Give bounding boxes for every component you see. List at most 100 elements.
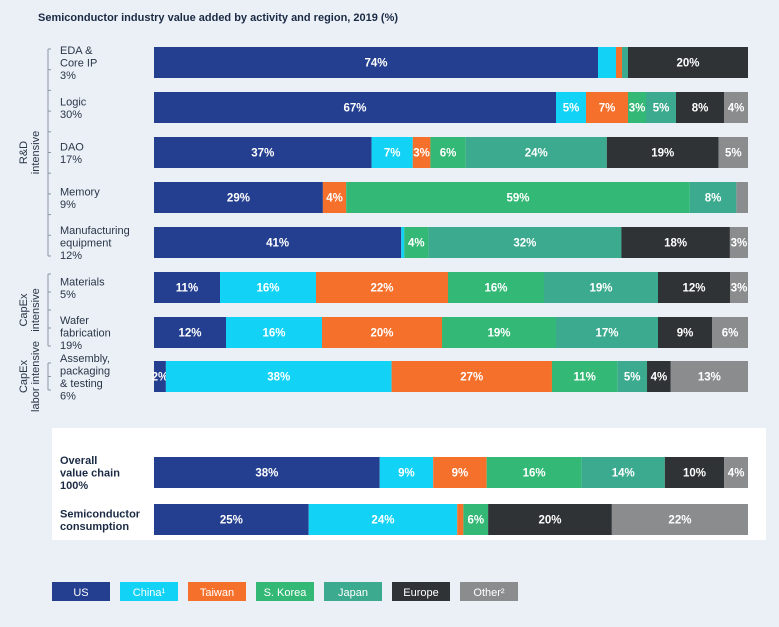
group-label-line: CapEx [18, 293, 30, 327]
bar-segment-us [154, 272, 220, 303]
data-label: 27% [460, 372, 483, 384]
data-label: 6% [440, 148, 457, 160]
bar-row: 41% 4% 32% 18% 3% [154, 227, 748, 258]
bar-segment-japan [622, 47, 628, 78]
data-label: 5% [624, 372, 641, 384]
bar-segment-other [724, 92, 748, 123]
bar-segment-taiwan [391, 361, 552, 392]
bar-segment-us [154, 182, 323, 213]
row-label-line: Overall [60, 455, 97, 467]
group-label-line: labor intensive [30, 341, 42, 412]
bar-segment-other [729, 227, 748, 258]
data-label: 3% [629, 103, 646, 115]
data-label: 5% [563, 103, 580, 115]
bar-segment-japan [617, 361, 648, 392]
row-label-line: 9% [60, 199, 76, 211]
data-label: 2% [152, 372, 169, 384]
bar-segment-us [154, 137, 372, 168]
row-label-line: DAO [60, 141, 84, 153]
bar-segment-europe [658, 317, 712, 348]
legend-item-other: Other² [460, 582, 518, 601]
row-label-line: Assembly, [60, 353, 110, 365]
legend-swatch [52, 582, 110, 601]
bar-segment-taiwan [412, 137, 431, 168]
bar-segment-us [154, 457, 380, 488]
row-label-line: & testing [60, 378, 103, 390]
bar-segment-japan [689, 182, 737, 213]
data-label: 4% [408, 238, 425, 250]
data-label: 6% [467, 515, 484, 527]
data-label: 14% [612, 468, 635, 480]
bar-row: 74% 20% [154, 47, 748, 78]
data-label: 4% [326, 193, 343, 205]
row-label-line: Wafer [60, 315, 89, 327]
data-label: 19% [651, 148, 674, 160]
bar-segment-skorea [551, 361, 618, 392]
data-label: 24% [525, 148, 548, 160]
data-label: 10% [683, 468, 706, 480]
bar-segment-europe [628, 47, 748, 78]
data-label: 22% [370, 283, 393, 295]
bar-segment-skorea [448, 272, 544, 303]
row-label-line: Materials [60, 276, 105, 288]
legend-label: China¹ [133, 587, 166, 599]
group-bracket: R&Dintensive [18, 48, 51, 257]
legend-swatch [392, 582, 450, 601]
group-label-line: intensive [30, 288, 42, 331]
bar-segment-other [670, 361, 748, 392]
row-label-line: Manufacturing [60, 225, 130, 237]
data-label: 17% [595, 328, 618, 340]
group-label-line: R&D [18, 141, 30, 164]
row-label-line: EDA & [60, 45, 93, 57]
bar-segment-other [712, 317, 748, 348]
data-label: 41% [266, 238, 289, 250]
data-label: 4% [728, 468, 745, 480]
bar-segment-japan [581, 457, 665, 488]
legend-label: Other² [473, 587, 505, 599]
row-label-line: fabrication [60, 328, 111, 340]
row-label-line: Memory [60, 186, 100, 198]
bar-segment-us [154, 47, 598, 78]
data-label: 38% [255, 468, 278, 480]
legend-item-skorea: S. Korea [256, 582, 314, 601]
data-label: 38% [267, 372, 290, 384]
group-bracket: CapExintensive [18, 273, 51, 347]
row-label-line: 17% [60, 154, 82, 166]
data-label: 4% [651, 372, 668, 384]
legend-swatch [256, 582, 314, 601]
bar-segment-china [379, 457, 434, 488]
bar-segment-skorea [430, 137, 466, 168]
group-label-line: CapEx [18, 359, 30, 393]
bar-segment-japan [465, 137, 607, 168]
data-label: 5% [725, 148, 742, 160]
row-label-line: 12% [60, 250, 82, 262]
legend-swatch [460, 582, 518, 601]
legend-label: S. Korea [264, 587, 308, 599]
bar-segment-other [718, 137, 748, 168]
data-label: 16% [256, 283, 279, 295]
bar-row: 25% 24% 6% 20% 22% [154, 504, 749, 535]
group-label: R&Dintensive [18, 131, 42, 174]
data-label: 16% [262, 328, 285, 340]
bar-segment-other [724, 457, 748, 488]
legend-label: Taiwan [200, 587, 234, 599]
row-label-line: packaging [60, 365, 110, 377]
bar-segment-taiwan [322, 182, 347, 213]
bar-segment-china [371, 137, 413, 168]
data-label: 67% [343, 103, 366, 115]
data-label: 16% [523, 468, 546, 480]
bar-segment-skorea [346, 182, 690, 213]
data-label: 9% [677, 328, 694, 340]
bar-segment-europe [606, 137, 719, 168]
row-label-line: 5% [60, 289, 76, 301]
bar-segment-japan [556, 317, 658, 348]
bar-segment-taiwan [586, 92, 628, 123]
bar-segment-china [401, 227, 405, 258]
bar-segment-europe [647, 361, 671, 392]
legend: US China¹ Taiwan S. Korea Japan Europe Other² [52, 582, 518, 601]
row-label-line: 30% [60, 109, 82, 121]
